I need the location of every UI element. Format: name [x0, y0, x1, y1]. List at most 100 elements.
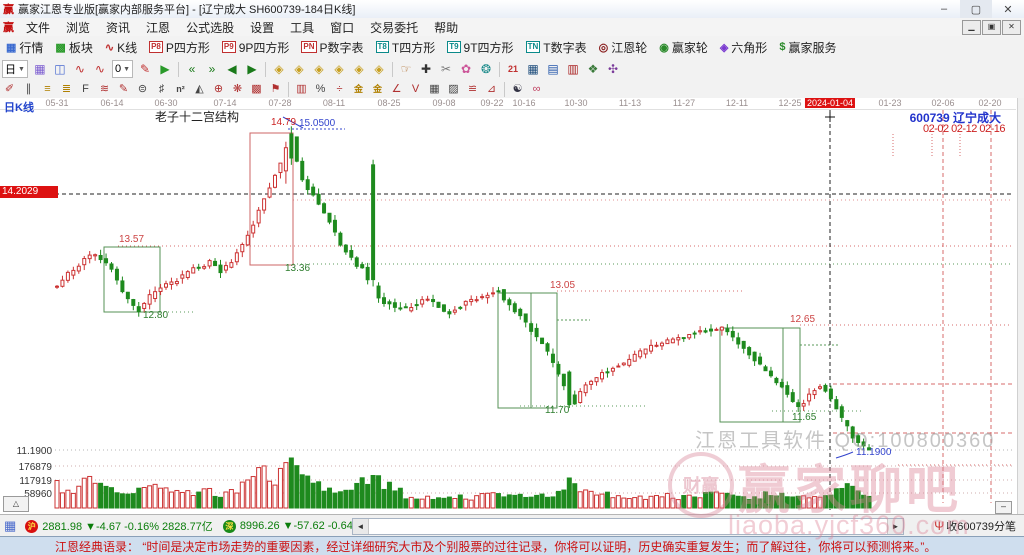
scroll-left-button[interactable]: ◄ [353, 519, 369, 534]
infinity-icon[interactable]: ∞ [532, 83, 541, 95]
date-tick: 11-27 [672, 98, 696, 108]
9t-square-icon: T9 [447, 41, 461, 53]
p-square-button[interactable]: P8 P四方形 [143, 39, 216, 56]
t-square-button[interactable]: T8 T四方形 [370, 39, 442, 56]
gann-diamond-3-icon[interactable]: ◈ [314, 62, 324, 76]
menu-item-7[interactable]: 窗口 [330, 20, 355, 35]
quote-grid-icon[interactable]: ▦ [4, 518, 17, 533]
winner-wheel-button[interactable]: ◉ 赢家轮 [653, 39, 714, 56]
arc-tool-icon[interactable]: ✎ [118, 83, 129, 95]
expand-volume-button[interactable]: △ [3, 496, 29, 512]
percent-tool-icon[interactable]: % [315, 83, 326, 95]
menu-item-9[interactable]: 帮助 [434, 20, 459, 35]
mdi-close-button[interactable]: ✕ [1002, 19, 1021, 35]
triangle-tool-icon[interactable]: ◭ [195, 83, 204, 95]
slope-tool-icon[interactable]: ⊿ [486, 83, 497, 95]
gann-circle-tool-icon[interactable]: ⊕ [213, 83, 224, 95]
prev-bar-button[interactable]: ◀ [227, 62, 237, 76]
taiji-icon[interactable]: ☯ [512, 83, 523, 95]
menu-item-8[interactable]: 交易委托 [370, 20, 419, 35]
t-table-icon: TN [525, 41, 541, 53]
menu-item-4[interactable]: 公式选股 [186, 20, 235, 35]
golden-grid-tool-icon[interactable]: ≣ [61, 83, 72, 95]
panel-icon[interactable]: ◫ [54, 62, 66, 76]
menu-item-5[interactable]: 设置 [250, 20, 275, 35]
coord-curve2-icon[interactable]: ∿ [94, 62, 105, 76]
menu-item-1[interactable]: 浏览 [66, 20, 91, 35]
grid-tool-icon[interactable]: ♯ [158, 83, 165, 95]
mark-tool-icon[interactable]: ✿ [460, 62, 472, 76]
9p-square-button[interactable]: P9 9P四方形 [216, 39, 295, 56]
gann-diamond-1-icon[interactable]: ◈ [274, 62, 284, 76]
crosshair-tool-icon[interactable]: ✚ [420, 62, 432, 76]
chart-scrollbar[interactable]: ◄ ► [352, 518, 904, 535]
maximize-button[interactable]: ▢ [960, 0, 992, 18]
v-shape-tool-icon[interactable]: V [411, 83, 420, 95]
calculator-icon[interactable]: ▦ [527, 62, 539, 76]
scale-combo[interactable]: 0 ▼ [111, 60, 133, 78]
gann-diamond-6-icon[interactable]: ◈ [374, 62, 384, 76]
fibonacci-tool-icon[interactable]: F [82, 83, 89, 95]
coord-curve-icon[interactable]: ∿ [74, 62, 85, 76]
hatch-tool-icon[interactable]: ▨ [448, 83, 459, 95]
period-day-combo[interactable]: 日 ▼ [2, 60, 28, 78]
kline-button[interactable]: ∿ K线 [99, 39, 143, 56]
winner-service-button[interactable]: $ 赢家服务 [773, 39, 842, 56]
gold-section-tool-icon[interactable]: 金 [353, 84, 363, 94]
minimize-button[interactable]: – [940, 3, 948, 15]
dense-grid-tool-icon[interactable]: ▦ [429, 83, 440, 95]
menu-item-2[interactable]: 资讯 [106, 20, 131, 35]
layout-icon[interactable]: ▦ [34, 62, 46, 76]
square-of-nine-tool-icon[interactable]: n² [176, 84, 185, 94]
print-icon[interactable]: ✣ [607, 62, 619, 76]
next-bar-button[interactable]: ▶ [247, 62, 257, 76]
right-frame-strip [1017, 98, 1024, 514]
save-disk-icon[interactable]: ▥ [567, 62, 579, 76]
menu-item-6[interactable]: 工具 [290, 20, 315, 35]
chip-tool-icon[interactable]: ✎ [139, 62, 151, 76]
replay-icon[interactable]: ▶ [160, 62, 170, 76]
hand-tool-icon[interactable]: ☞ [400, 62, 412, 76]
mdi-minimize-button[interactable]: ▁ [962, 19, 981, 35]
menu-item-0[interactable]: 文件 [26, 20, 51, 35]
last-bar-button[interactable]: » [208, 62, 216, 76]
scroll-right-button[interactable]: ► [887, 519, 903, 534]
pencil-tool-icon[interactable]: ✐ [4, 83, 15, 95]
congruent-tool-icon[interactable]: ≌ [467, 83, 478, 95]
parallel-lines-tool-icon[interactable]: ∥ [25, 83, 32, 95]
range-tool-icon[interactable]: ▥ [296, 83, 307, 95]
cut-tool-icon[interactable]: ✂ [440, 62, 452, 76]
golden-horizontal-tool-icon[interactable]: ≡ [44, 83, 51, 95]
circle-tool-icon[interactable]: ⊜ [137, 83, 148, 95]
target-tool-icon[interactable]: ❂ [480, 62, 492, 76]
gann-diamond-2-icon[interactable]: ◈ [294, 62, 304, 76]
9t-square-button[interactable]: T9 9T四方形 [441, 39, 519, 56]
export-icon[interactable]: ❖ [587, 62, 599, 76]
sectors-button[interactable]: ▩ 板块 [49, 39, 98, 56]
kline-chart-canvas[interactable]: 14.79 15.0500 13.57 12.80 13.36 13.05 11.70 12.… [0, 98, 1017, 514]
chart-price-label: 11.1900 [856, 447, 892, 458]
first-bar-button[interactable]: « [188, 62, 196, 76]
calendar-icon[interactable]: 21 [507, 64, 518, 74]
gann-diamond-4-icon[interactable]: ◈ [334, 62, 344, 76]
collapse-panel-button[interactable]: – [995, 501, 1012, 514]
gann-wheel-button[interactable]: ◎ 江恩轮 [593, 39, 654, 56]
matrix-tool-icon[interactable]: ▩ [251, 83, 262, 95]
wave-tool-icon[interactable]: ≋ [99, 83, 110, 95]
star-tool-icon[interactable]: ❋ [232, 83, 243, 95]
flag-tool-icon[interactable]: ⚑ [270, 83, 281, 95]
p-table-button[interactable]: PN P数字表 [295, 39, 369, 56]
angle-line-tool-icon[interactable]: ∠ [391, 83, 402, 95]
close-button[interactable]: ✕ [1003, 3, 1013, 16]
save-layout-icon[interactable]: ▤ [547, 62, 559, 76]
quotes-button[interactable]: ▦ 行情 [0, 39, 49, 56]
gold-target-tool-icon[interactable]: 金 [372, 84, 382, 94]
gann-diamond-5-icon[interactable]: ◈ [354, 62, 364, 76]
chart-price-label: 13.36 [285, 263, 310, 274]
hexagon-button[interactable]: ◈ 六角形 [714, 39, 773, 56]
ratio-tool-icon[interactable]: ÷ [336, 83, 343, 95]
9p-square-label: 9P四方形 [238, 40, 290, 55]
t-table-button[interactable]: TN T数字表 [520, 39, 593, 56]
menu-item-3[interactable]: 江恩 [146, 20, 171, 35]
mdi-restore-button[interactable]: ▣ [982, 19, 1001, 35]
